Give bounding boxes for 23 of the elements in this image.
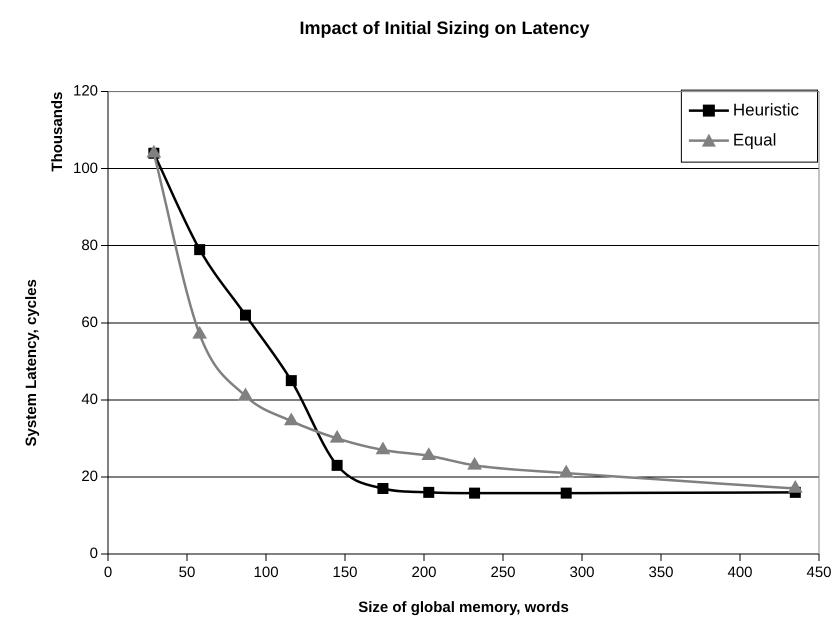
x-tick-label: 100 [254, 564, 279, 582]
x-axis-title: Size of global memory, words [358, 599, 569, 616]
x-tick-label: 450 [806, 564, 832, 582]
text: Thousands [49, 92, 66, 172]
legend-label: Equal [732, 130, 776, 150]
y-tick-label: 100 [72, 160, 98, 177]
y-axis-title: System Latency, cycles [23, 279, 40, 446]
y-tick-label: 40 [81, 391, 98, 408]
x-tick-label: 0 [104, 564, 112, 582]
x-tick-label: 400 [727, 564, 753, 582]
legend-label: Heuristic [732, 100, 800, 120]
y-tick-label: 20 [81, 468, 98, 486]
y-tick-label: 0 [90, 545, 98, 562]
x-tick-label: 350 [648, 564, 674, 582]
y-tick-label: 120 [72, 82, 98, 100]
x-tick-label: 50 [178, 564, 196, 582]
chart-title: Impact of Initial Sizing on Latency [299, 18, 590, 38]
x-tick-label: 300 [569, 564, 595, 582]
x-tick-label: 150 [332, 564, 358, 582]
y-tick-label: 80 [81, 236, 98, 254]
x-tick-label: 250 [490, 564, 516, 582]
y-tick-label: 60 [81, 314, 98, 331]
x-tick-label: 200 [412, 564, 437, 582]
